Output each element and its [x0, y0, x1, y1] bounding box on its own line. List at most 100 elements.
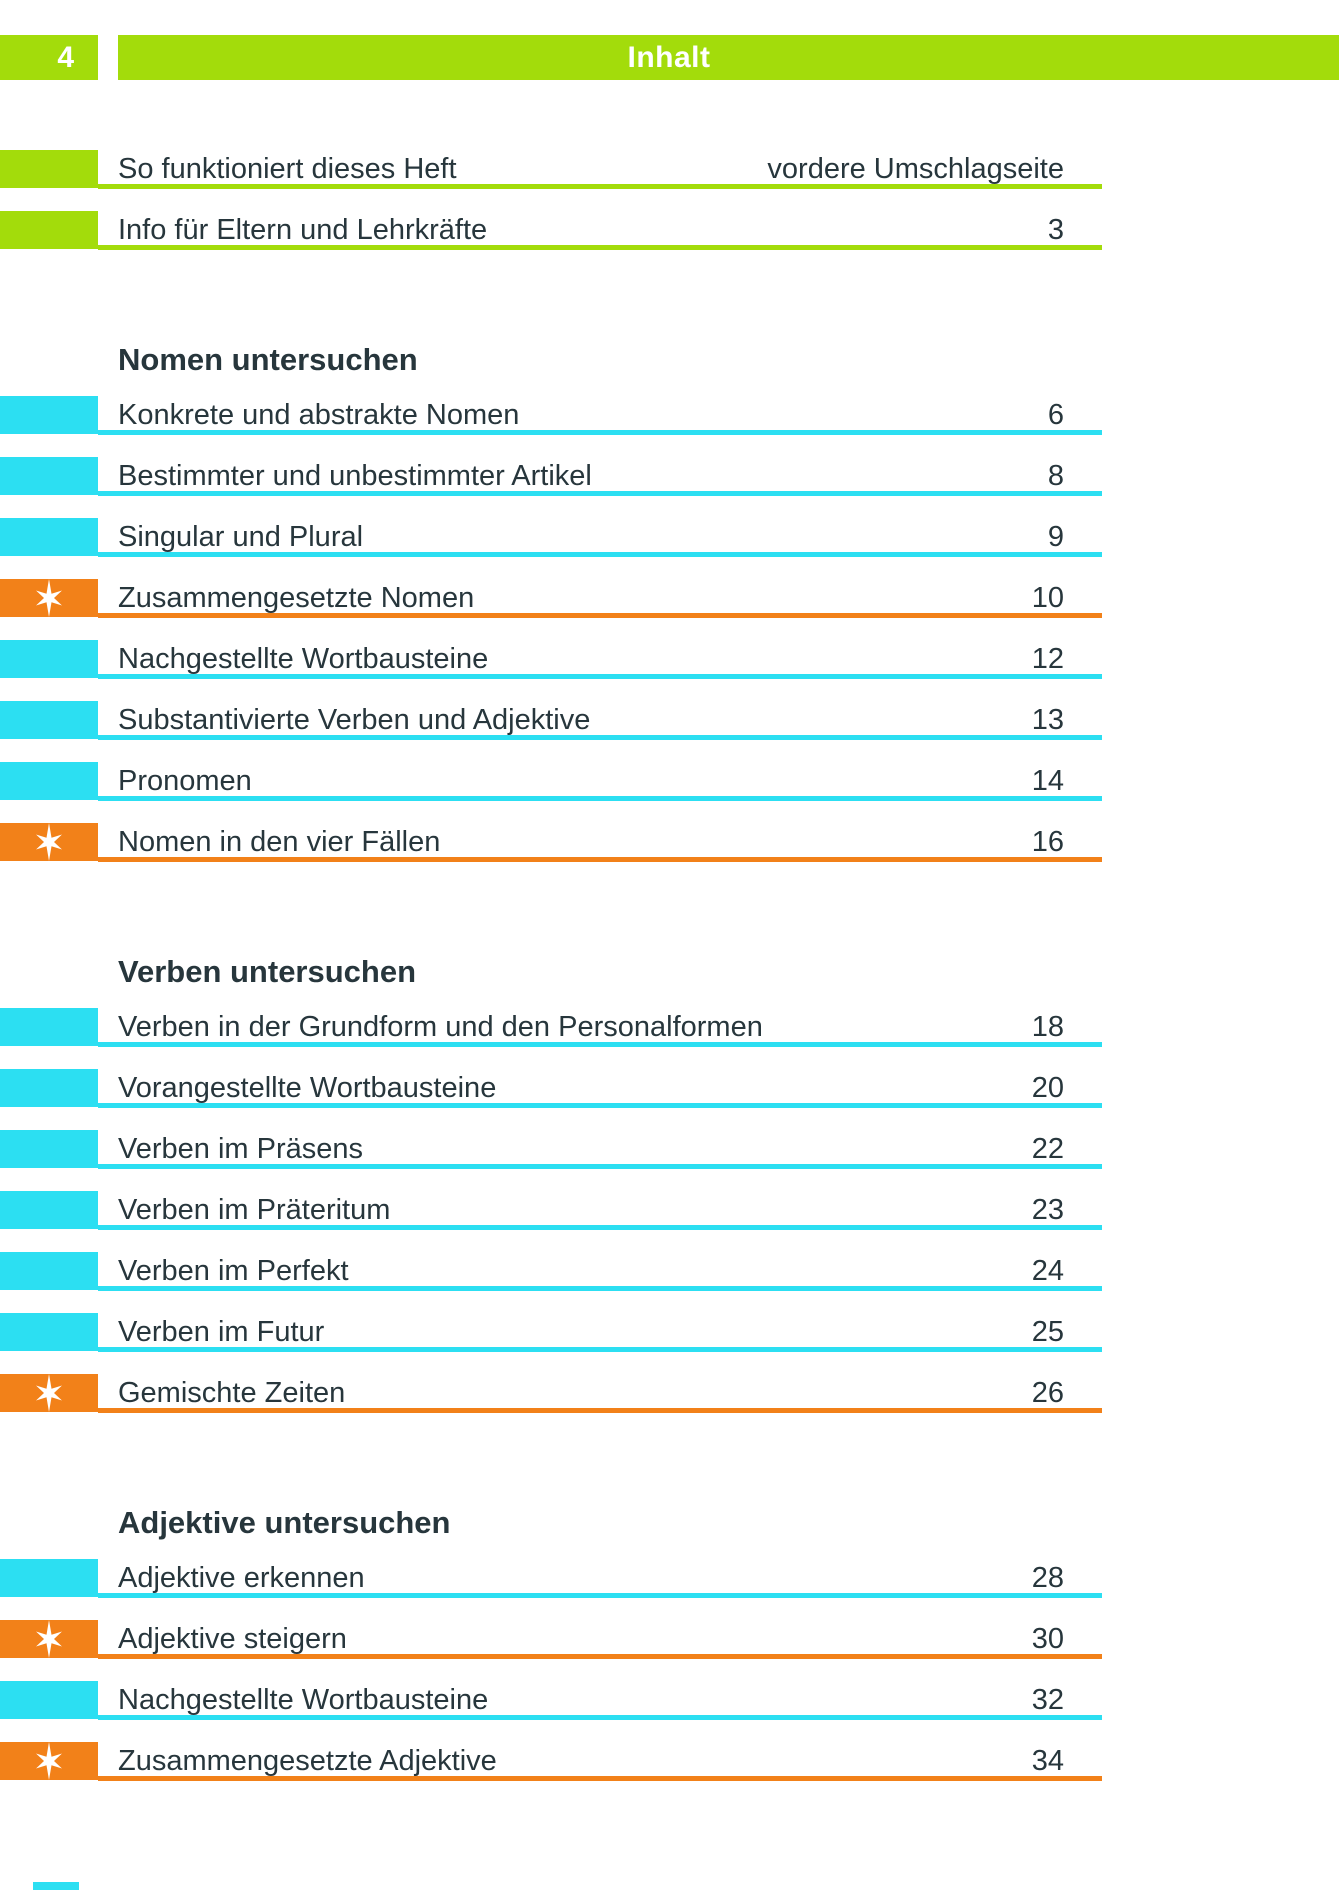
row-underline [98, 1408, 1102, 1413]
toc-entry-row: Konkrete und abstrakte Nomen 6 [0, 396, 1102, 435]
row-underline [98, 1715, 1102, 1720]
section-rows: Verben in der Grundform und den Personal… [0, 1008, 1339, 1413]
toc-entry-page: 9 [1047, 520, 1064, 553]
section-title: Nomen untersuchen [118, 342, 418, 377]
toc-entry-row: Verben im Futur 25 [0, 1313, 1102, 1352]
toc-entry-label: Adjektive erkennen [118, 1562, 365, 1594]
toc-entry-label: Singular und Plural [118, 521, 364, 553]
toc-entry-row: Verben im Präsens 22 [0, 1130, 1102, 1169]
toc-entry-page: 34 [1031, 1744, 1064, 1777]
color-block [0, 1313, 98, 1351]
toc-entry-row: Bestimmter und unbestimmter Artikel 8 [0, 457, 1102, 496]
toc-entry-page: 14 [1031, 764, 1064, 797]
color-block [0, 1191, 98, 1229]
toc-section: Nomen untersuchen Konkrete und abstrakte… [0, 342, 1339, 862]
color-block [0, 762, 98, 800]
page-header: 4 Inhalt [0, 35, 1339, 80]
toc-entry-row: Substantivierte Verben und Adjektive 13 [0, 701, 1102, 740]
color-block [0, 1742, 98, 1780]
toc-entry-page: 26 [1031, 1376, 1064, 1409]
toc-entry-page: 24 [1031, 1254, 1064, 1287]
header-bar: Inhalt [118, 35, 1339, 80]
toc-entry-label: So funktioniert dieses Heft [118, 153, 457, 185]
toc-entry-page: vordere Umschlagseite [767, 152, 1064, 185]
row-underline [98, 1286, 1102, 1291]
row-underline [98, 1164, 1102, 1169]
toc-entry-label: Pronomen [118, 765, 252, 797]
row-underline [98, 613, 1102, 618]
row-underline [98, 491, 1102, 496]
color-block [0, 1008, 98, 1046]
toc-entry-label: Info für Eltern und Lehrkräfte [118, 214, 488, 246]
row-underline [98, 735, 1102, 740]
star-icon [29, 579, 69, 617]
toc-entry-label: Zusammengesetzte Nomen [118, 582, 475, 614]
color-block [0, 1681, 98, 1719]
toc-entry-row: Adjektive erkennen 28 [0, 1559, 1102, 1598]
color-block [0, 211, 98, 249]
color-block [0, 1620, 98, 1658]
toc-entry-row: Verben in der Grundform und den Personal… [0, 1008, 1102, 1047]
star-icon [29, 1620, 69, 1658]
color-block [0, 1252, 98, 1290]
toc-entry-label: Nachgestellte Wortbausteine [118, 1684, 489, 1716]
toc-entry-row: Verben im Perfekt 24 [0, 1252, 1102, 1291]
toc-entry-page: 8 [1047, 459, 1064, 492]
toc-entry-label: Verben in der Grundform und den Personal… [118, 1011, 763, 1043]
toc-entry-label: Konkrete und abstrakte Nomen [118, 399, 520, 431]
toc-entry-label: Gemischte Zeiten [118, 1377, 346, 1409]
toc-section: Verben untersuchen Verben in der Grundfo… [0, 954, 1339, 1413]
row-underline [98, 674, 1102, 679]
row-underline [98, 1225, 1102, 1230]
color-block [0, 579, 98, 617]
header-gap [98, 35, 118, 80]
toc-entry-page: 20 [1031, 1071, 1064, 1104]
toc-entry-label: Nomen in den vier Fällen [118, 826, 441, 858]
toc-entry-page: 13 [1031, 703, 1064, 736]
toc-entry-label: Bestimmter und unbestimmter Artikel [118, 460, 592, 492]
toc-entry-page: 6 [1047, 398, 1064, 431]
color-block [0, 150, 98, 188]
color-block [0, 640, 98, 678]
toc-entry-row: Pronomen 14 [0, 762, 1102, 801]
star-icon [29, 1742, 69, 1780]
row-underline [98, 796, 1102, 801]
section-title: Adjektive untersuchen [118, 1505, 451, 1540]
section-title: Verben untersuchen [118, 954, 417, 989]
toc-entry-row: Adjektive steigern 30 [0, 1620, 1102, 1659]
toc-entry-page: 18 [1031, 1010, 1064, 1043]
row-underline [98, 245, 1102, 250]
toc-entry-page: 32 [1031, 1683, 1064, 1716]
next-page-color-tick [33, 1882, 79, 1890]
section-rows: Adjektive erkennen 28 Adjektive steigern… [0, 1559, 1339, 1781]
toc-sections: Nomen untersuchen Konkrete und abstrakte… [0, 342, 1339, 1781]
toc-entry-label: Verben im Futur [118, 1316, 325, 1348]
color-block [0, 823, 98, 861]
toc-entry-row: Info für Eltern und Lehrkräfte 3 [0, 211, 1102, 250]
row-underline [98, 1042, 1102, 1047]
row-underline [98, 1103, 1102, 1108]
row-underline [98, 184, 1102, 189]
toc-entry-row: Nomen in den vier Fällen 16 [0, 823, 1102, 862]
toc-entry-row: Gemischte Zeiten 26 [0, 1374, 1102, 1413]
row-underline [98, 552, 1102, 557]
color-block [0, 396, 98, 434]
color-block [0, 1130, 98, 1168]
toc-entry-row: So funktioniert dieses Heft vordere Umsc… [0, 150, 1102, 189]
row-underline [98, 430, 1102, 435]
star-icon [29, 823, 69, 861]
toc-entry-row: Vorangestellte Wortbausteine 20 [0, 1069, 1102, 1108]
row-underline [98, 857, 1102, 862]
toc-entry-label: Verben im Präsens [118, 1133, 364, 1165]
color-block [0, 1069, 98, 1107]
page-number: 4 [57, 40, 74, 74]
toc-entry-label: Substantivierte Verben und Adjektive [118, 704, 591, 736]
toc-entry-page: 16 [1031, 825, 1064, 858]
color-block [0, 1374, 98, 1412]
toc-entry-label: Nachgestellte Wortbausteine [118, 643, 489, 675]
toc-entry-page: 28 [1031, 1561, 1064, 1594]
toc-entry-page: 12 [1031, 642, 1064, 675]
toc-entry-row: Verben im Präteritum 23 [0, 1191, 1102, 1230]
page-number-badge: 4 [0, 35, 98, 80]
